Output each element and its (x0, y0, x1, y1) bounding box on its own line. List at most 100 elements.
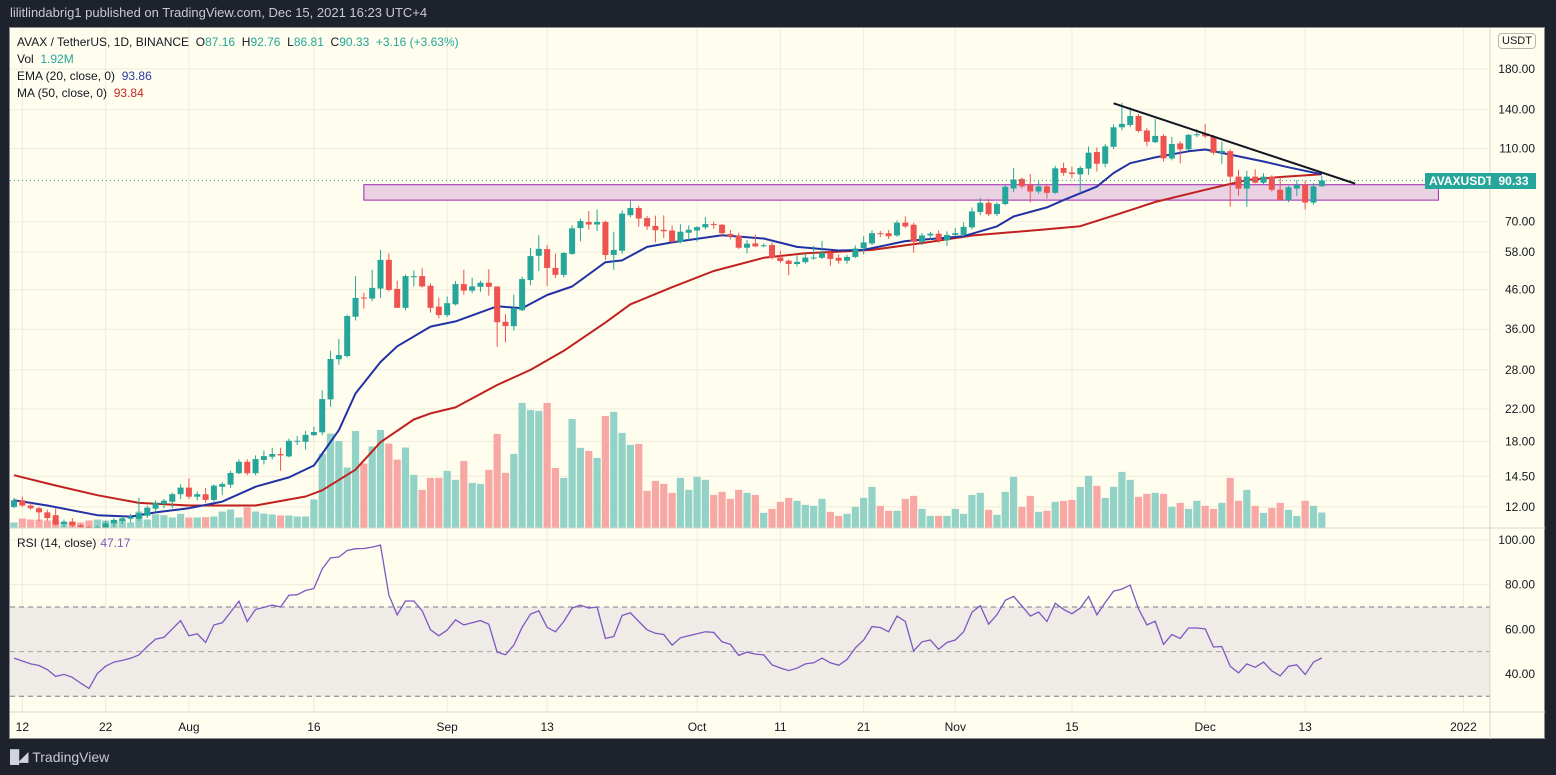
candle[interactable] (177, 484, 184, 500)
candle[interactable] (777, 250, 784, 264)
candle[interactable] (352, 276, 359, 321)
candle[interactable] (619, 210, 626, 254)
candle[interactable] (335, 338, 342, 365)
candle[interactable] (1277, 176, 1284, 201)
candle[interactable] (635, 205, 642, 227)
candle[interactable] (210, 484, 217, 502)
candle[interactable] (1118, 102, 1125, 131)
candle[interactable] (810, 245, 817, 260)
candle[interactable] (1002, 184, 1009, 206)
candle[interactable] (1293, 180, 1300, 196)
candle[interactable] (968, 207, 975, 230)
candle[interactable] (1043, 183, 1050, 199)
candle[interactable] (1077, 165, 1084, 193)
candle[interactable] (102, 520, 109, 532)
candle[interactable] (1310, 183, 1317, 205)
candle[interactable] (344, 314, 351, 358)
candle[interactable] (1085, 146, 1092, 175)
candle[interactable] (485, 269, 492, 296)
rsi-legend[interactable]: RSI (14, close) 47.17 (17, 536, 130, 550)
candle[interactable] (1202, 124, 1209, 139)
candle[interactable] (1143, 128, 1150, 147)
candle[interactable] (1127, 107, 1134, 128)
candle[interactable] (1093, 147, 1100, 172)
ma-row[interactable]: MA (50, close, 0) 93.84 (17, 85, 459, 102)
candle[interactable] (394, 280, 401, 308)
ema20-line[interactable] (13, 148, 1323, 518)
candle[interactable] (327, 350, 334, 407)
candle[interactable] (1177, 141, 1184, 164)
candle[interactable] (202, 487, 209, 503)
candle[interactable] (419, 268, 426, 288)
candle[interactable] (552, 253, 559, 279)
candle[interactable] (477, 280, 484, 292)
candle[interactable] (369, 269, 376, 302)
candle[interactable] (602, 220, 609, 260)
candle[interactable] (943, 231, 950, 246)
candle[interactable] (1227, 149, 1234, 207)
candle[interactable] (560, 252, 567, 278)
candle[interactable] (94, 525, 101, 534)
candle[interactable] (219, 481, 226, 496)
candle[interactable] (960, 222, 967, 237)
candle[interactable] (119, 516, 126, 524)
candle[interactable] (985, 199, 992, 217)
candle[interactable] (1102, 143, 1109, 168)
candle[interactable] (544, 245, 551, 287)
candle[interactable] (260, 450, 267, 465)
rsi-pane[interactable] (13, 544, 1323, 690)
candle[interactable] (702, 217, 709, 230)
candle[interactable] (185, 478, 192, 500)
currency-button[interactable]: USDT (1498, 33, 1536, 49)
candle[interactable] (377, 249, 384, 298)
candle[interactable] (1152, 119, 1159, 144)
candle[interactable] (1302, 180, 1309, 210)
candle[interactable] (610, 231, 617, 270)
candle[interactable] (35, 506, 42, 521)
candle[interactable] (19, 496, 26, 507)
candle[interactable] (694, 226, 701, 242)
candle[interactable] (860, 236, 867, 255)
candle[interactable] (727, 230, 734, 240)
candle[interactable] (760, 243, 767, 248)
candle[interactable] (360, 292, 367, 309)
candle[interactable] (469, 277, 476, 294)
candle[interactable] (1218, 141, 1225, 164)
ema-row[interactable]: EMA (20, close, 0) 93.86 (17, 68, 459, 85)
candle[interactable] (502, 314, 509, 343)
candle[interactable] (1210, 134, 1217, 155)
candle[interactable] (144, 505, 151, 519)
candle[interactable] (69, 518, 76, 527)
candle[interactable] (885, 230, 892, 240)
candle[interactable] (402, 274, 409, 311)
candle[interactable] (1010, 168, 1017, 193)
candle[interactable] (769, 242, 776, 260)
candle[interactable] (310, 426, 317, 437)
candle[interactable] (160, 499, 167, 509)
candle[interactable] (827, 250, 834, 266)
candle[interactable] (1235, 169, 1242, 196)
candle[interactable] (1268, 175, 1275, 192)
candle[interactable] (277, 447, 284, 471)
candle[interactable] (685, 225, 692, 241)
candle[interactable] (285, 438, 292, 458)
candle[interactable] (460, 269, 467, 295)
candle[interactable] (427, 283, 434, 313)
candle[interactable] (1285, 185, 1292, 203)
candle[interactable] (644, 215, 651, 231)
candle[interactable] (1243, 170, 1250, 207)
candle[interactable] (1018, 177, 1025, 189)
candle[interactable] (302, 430, 309, 450)
candle[interactable] (819, 240, 826, 259)
candle[interactable] (519, 276, 526, 312)
candle[interactable] (744, 240, 751, 254)
candle[interactable] (535, 235, 542, 272)
candle[interactable] (669, 225, 676, 243)
candle[interactable] (993, 202, 1000, 217)
candle[interactable] (319, 390, 326, 436)
candle[interactable] (494, 286, 501, 347)
candle[interactable] (11, 497, 17, 509)
candle[interactable] (1035, 181, 1042, 194)
candle[interactable] (735, 232, 742, 250)
